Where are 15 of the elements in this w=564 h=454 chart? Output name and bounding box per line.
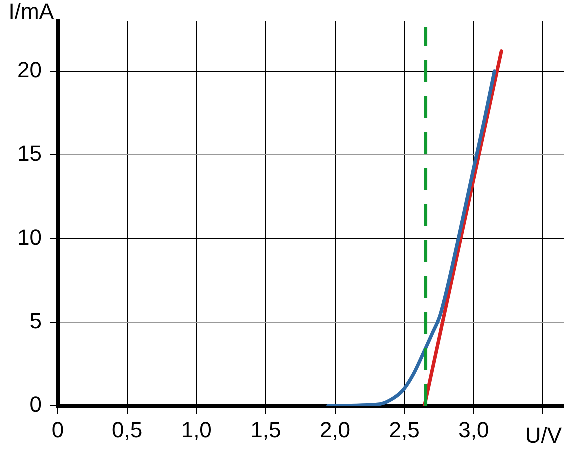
- x-tick-label: 2,5: [389, 417, 420, 442]
- y-tick-label: 20: [18, 57, 42, 82]
- x-tick-label: 2,0: [320, 417, 351, 442]
- x-tick-label: 3,0: [458, 417, 490, 442]
- x-tick-label: 0: [52, 417, 64, 442]
- y-tick-label: 10: [18, 224, 42, 250]
- y-tick-label: 5: [30, 308, 42, 334]
- y-axis-title: I/mA: [8, 0, 54, 24]
- x-tick-label: 0,5: [112, 417, 143, 442]
- y-tick-label: 0: [30, 392, 42, 418]
- x-tick-label: 1,5: [250, 417, 282, 442]
- x-axis-title: U/V: [525, 423, 562, 448]
- y-tick-label: 15: [18, 141, 42, 166]
- x-tick-label: 1,0: [181, 417, 212, 442]
- line-series: [326, 70, 496, 406]
